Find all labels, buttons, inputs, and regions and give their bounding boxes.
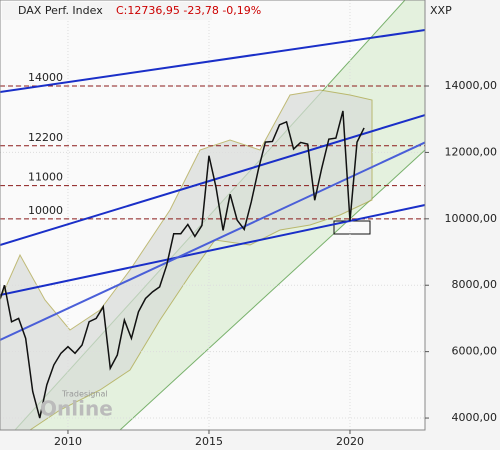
level-label: 12200 [28,131,63,144]
watermark: Tradesignal [61,390,108,399]
y-tick-label: 14000,00 [445,79,498,92]
title-box [2,2,212,20]
plot-frame [0,0,426,431]
y-tick-label: 8000,00 [452,278,498,291]
unit-label: XXP [430,4,452,17]
y-tick-label: 12000,00 [445,145,498,158]
trendline [0,29,426,93]
y-tick-label: 6000,00 [452,345,498,358]
x-tick-label: 2020 [336,435,364,448]
chart-layer: 14000 12200 11000 10000 [0,0,426,430]
bollinger-band [0,89,373,431]
trendline [0,204,426,297]
x-tick-label: 2010 [54,435,82,448]
level-label: 11000 [28,171,63,184]
y-tick-label: 10000,00 [445,212,498,225]
level-label: 10000 [28,204,63,217]
level-label: 14000 [28,71,63,84]
quote: C:12736,95 -23,78 -0,19% [116,4,261,17]
x-tick-label: 2015 [195,435,223,448]
chart-title: DAX Perf. Index [18,4,103,17]
y-tick-label: 4000,00 [452,411,498,424]
price-line [0,110,365,419]
trendline [0,114,426,246]
watermark: Online [40,397,113,421]
